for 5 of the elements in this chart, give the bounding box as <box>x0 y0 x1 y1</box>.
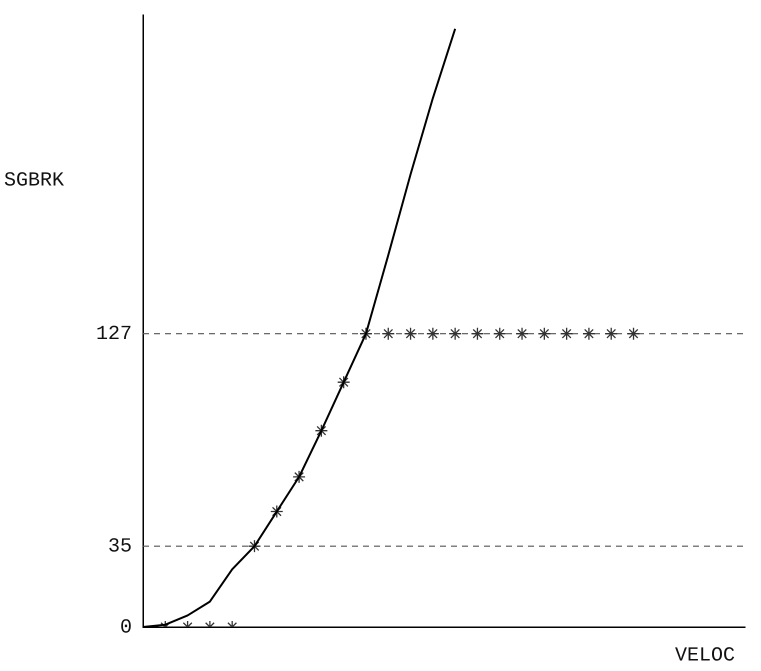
y-tick-label: 0 <box>120 616 132 640</box>
y-axis-title: SGBRK <box>4 169 64 192</box>
y-tick-label: 35 <box>108 535 132 558</box>
y-tick-label: 127 <box>96 323 132 346</box>
x-axis-title: VELOC <box>674 644 735 668</box>
